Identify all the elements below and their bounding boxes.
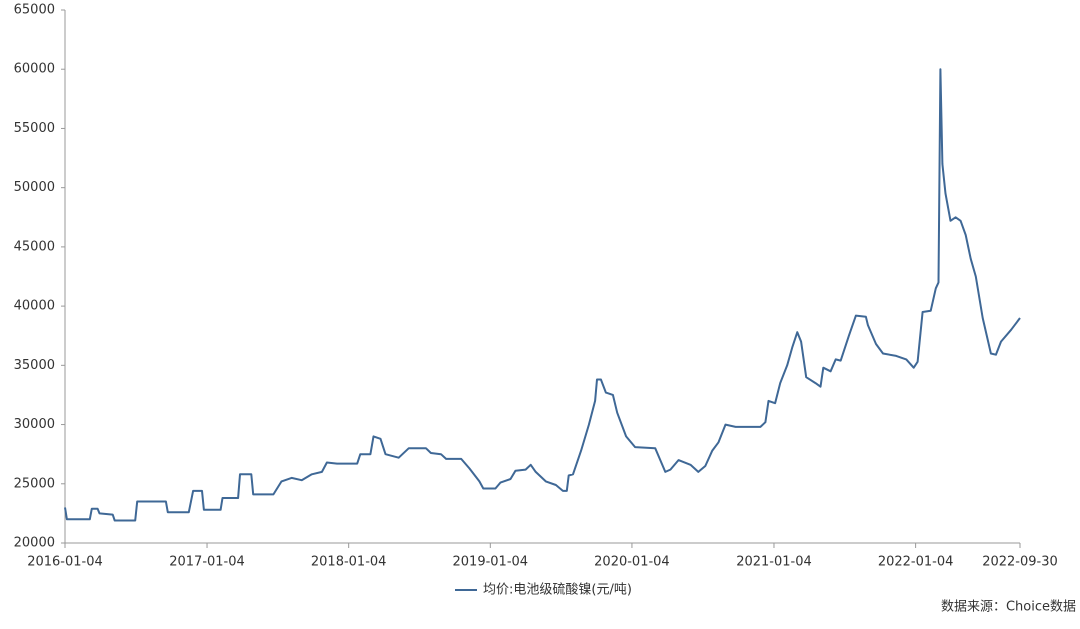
y-tick-label: 25000 [14, 476, 55, 491]
x-tick-label: 2018-01-04 [311, 555, 387, 570]
y-tick-label: 55000 [14, 121, 55, 136]
x-tick-label: 2016-01-04 [27, 555, 103, 570]
x-tick-label: 2021-01-04 [736, 555, 812, 570]
y-tick-label: 60000 [14, 62, 55, 77]
legend-label: 均价:电池级硫酸镍(元/吨) [483, 583, 632, 598]
x-tick-label: 2017-01-04 [169, 555, 245, 570]
y-tick-label: 65000 [14, 3, 55, 18]
y-tick-label: 45000 [14, 239, 55, 254]
x-tick-label: 2019-01-04 [453, 555, 529, 570]
source-note: 数据来源：Choice数据 [941, 600, 1076, 615]
y-tick-label: 35000 [14, 358, 55, 373]
line-series [64, 68, 1021, 522]
y-tick-label: 30000 [14, 417, 55, 432]
y-tick-label: 50000 [14, 180, 55, 195]
x-tick-label: 2022-01-04 [878, 555, 954, 570]
x-tick-label: 2022-09-30 [982, 555, 1058, 570]
x-tick-label: 2020-01-04 [594, 555, 670, 570]
y-tick-label: 40000 [14, 299, 55, 314]
y-tick-label: 20000 [14, 536, 55, 551]
